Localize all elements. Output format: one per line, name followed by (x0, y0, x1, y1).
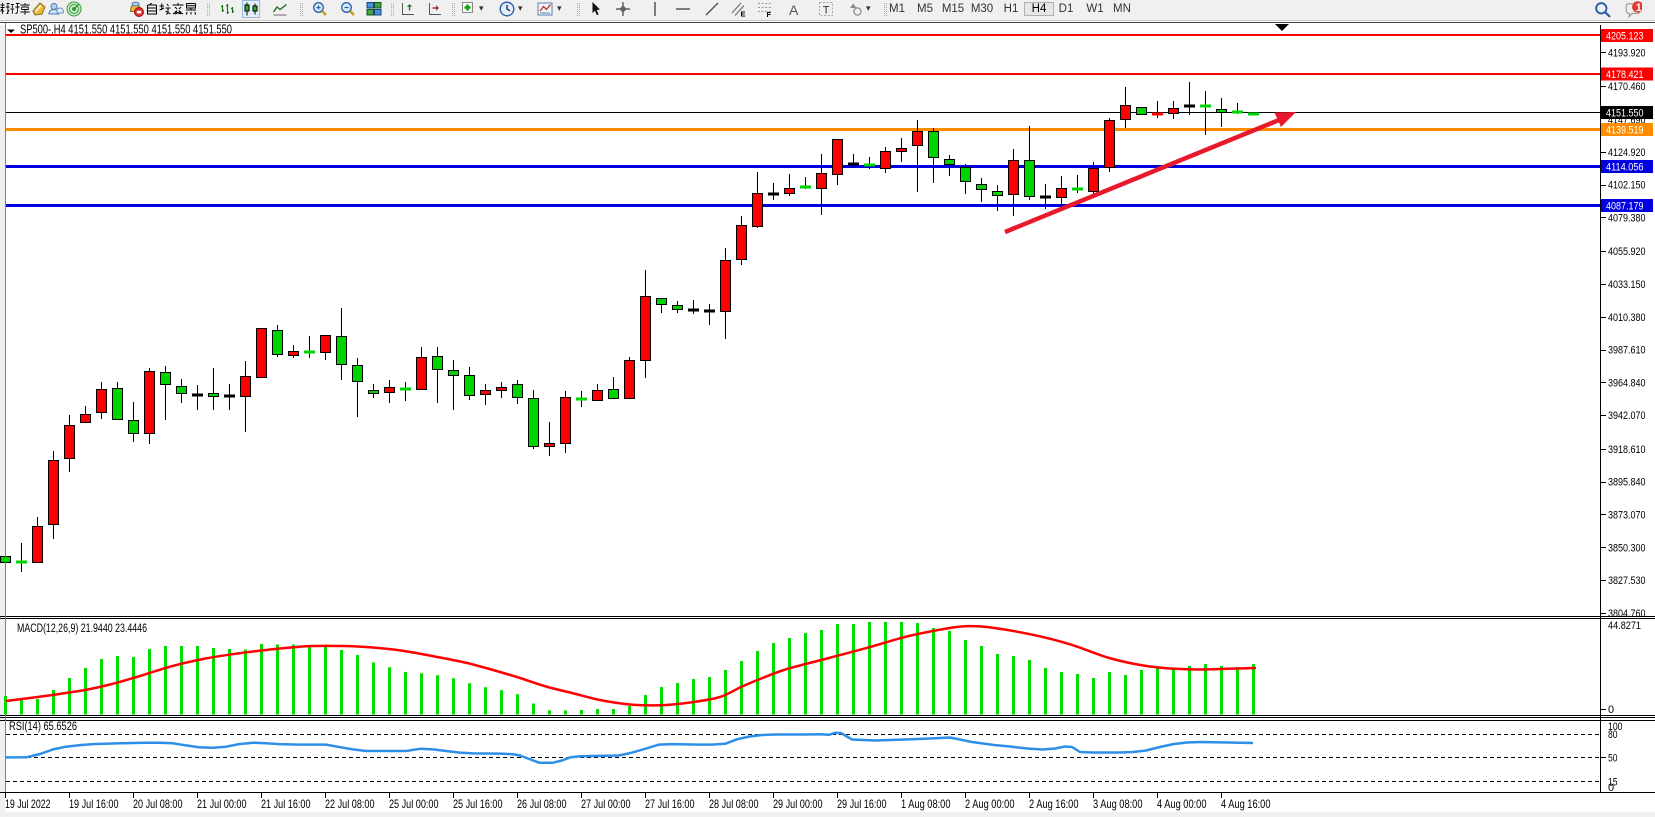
svg-text:27 Jul 00:00: 27 Jul 00:00 (581, 797, 631, 811)
svg-text:4114.056: 4114.056 (1606, 162, 1644, 174)
svg-text:50: 50 (1608, 753, 1618, 765)
svg-text:F: F (767, 10, 772, 17)
svg-text:4139.519: 4139.519 (1606, 125, 1644, 137)
svg-text:3918.610: 3918.610 (1608, 444, 1646, 456)
svg-text:21 Jul 16:00: 21 Jul 16:00 (261, 797, 311, 811)
svg-text:15: 15 (1608, 777, 1618, 789)
svg-text:29 Jul 16:00: 29 Jul 16:00 (837, 797, 887, 811)
svg-text:100: 100 (1608, 721, 1623, 733)
svg-text:80: 80 (1608, 729, 1618, 741)
svg-text:SP500-.H4 4151.550 4151.550 4: SP500-.H4 4151.550 4151.550 4151.550 415… (20, 23, 232, 37)
svg-text:MACD(12,26,9) 21.9440 23.4446: MACD(12,26,9) 21.9440 23.4446 (17, 623, 147, 635)
svg-text:1 Aug 08:00: 1 Aug 08:00 (901, 797, 951, 811)
svg-text:4178.421: 4178.421 (1606, 69, 1644, 81)
svg-text:T: T (823, 5, 830, 17)
svg-text:3987.610: 3987.610 (1608, 345, 1646, 357)
svg-text:4170.460: 4170.460 (1608, 81, 1646, 93)
svg-text:4205.123: 4205.123 (1606, 31, 1644, 43)
svg-text:3827.530: 3827.530 (1608, 575, 1646, 587)
svg-text:22 Jul 08:00: 22 Jul 08:00 (325, 797, 375, 811)
svg-text:3850.300: 3850.300 (1608, 542, 1646, 554)
svg-text:3873.070: 3873.070 (1608, 510, 1646, 522)
svg-text:RSI(14) 65.6526: RSI(14) 65.6526 (9, 721, 77, 733)
svg-text:4124.920: 4124.920 (1608, 147, 1646, 159)
svg-text:4 Aug 00:00: 4 Aug 00:00 (1157, 797, 1207, 811)
svg-text:3 Aug 08:00: 3 Aug 08:00 (1093, 797, 1143, 811)
svg-text:27 Jul 16:00: 27 Jul 16:00 (645, 797, 695, 811)
svg-text:E: E (741, 10, 746, 18)
svg-text:25 Jul 16:00: 25 Jul 16:00 (453, 797, 503, 811)
svg-text:29 Jul 00:00: 29 Jul 00:00 (773, 797, 823, 811)
svg-text:1: 1 (1636, 2, 1642, 14)
svg-text:4151.550: 4151.550 (1606, 108, 1644, 120)
svg-text:25 Jul 00:00: 25 Jul 00:00 (389, 797, 439, 811)
svg-text:4055.920: 4055.920 (1608, 246, 1646, 258)
svg-text:2 Aug 00:00: 2 Aug 00:00 (965, 797, 1015, 811)
svg-text:4079.380: 4079.380 (1608, 212, 1646, 224)
svg-text:3895.840: 3895.840 (1608, 477, 1646, 489)
svg-text:3804.760: 3804.760 (1608, 608, 1646, 620)
svg-text:4193.920: 4193.920 (1608, 47, 1646, 59)
svg-text:4033.150: 4033.150 (1608, 279, 1646, 291)
svg-text:4 Aug 16:00: 4 Aug 16:00 (1221, 797, 1271, 811)
svg-text:19 Jul 16:00: 19 Jul 16:00 (69, 797, 119, 811)
svg-text:21 Jul 00:00: 21 Jul 00:00 (197, 797, 247, 811)
svg-text:3964.840: 3964.840 (1608, 377, 1646, 389)
svg-text:4087.179: 4087.179 (1606, 201, 1644, 213)
svg-text:28 Jul 08:00: 28 Jul 08:00 (709, 797, 759, 811)
svg-text:3942.070: 3942.070 (1608, 410, 1646, 422)
svg-text:26 Jul 08:00: 26 Jul 08:00 (517, 797, 567, 811)
svg-text:0: 0 (1608, 782, 1614, 794)
svg-text:0: 0 (1608, 704, 1614, 716)
svg-text:2 Aug 16:00: 2 Aug 16:00 (1029, 797, 1079, 811)
svg-text:19 Jul 2022: 19 Jul 2022 (5, 797, 51, 811)
svg-text:20 Jul 08:00: 20 Jul 08:00 (133, 797, 183, 811)
svg-text:4102.150: 4102.150 (1608, 180, 1646, 192)
svg-text:4010.380: 4010.380 (1608, 312, 1646, 324)
svg-text:44.8271: 44.8271 (1608, 620, 1641, 632)
